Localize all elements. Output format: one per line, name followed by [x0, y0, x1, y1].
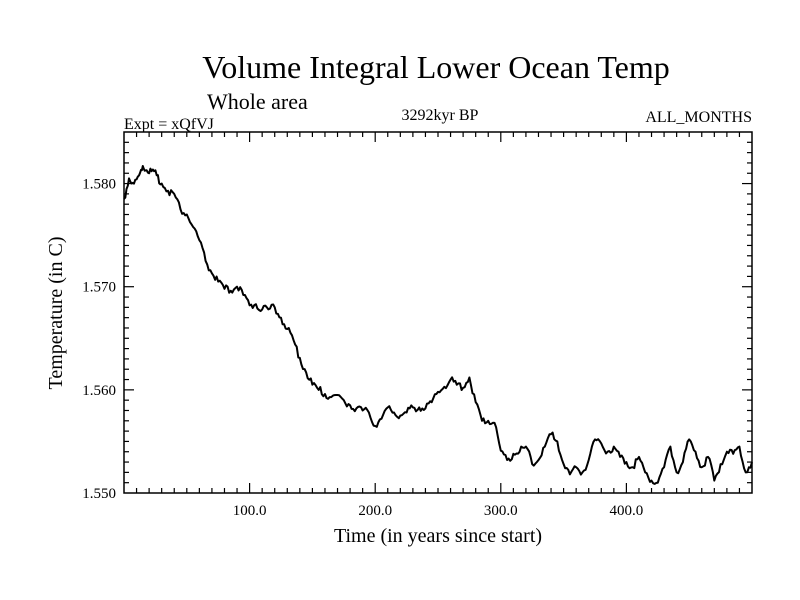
x-axis-label: Time (in years since start) — [334, 525, 542, 547]
chart-title: Volume Integral Lower Ocean Temp — [202, 49, 670, 85]
y-tick-label: 1.570 — [82, 280, 116, 296]
period-label: 3292kyr BP — [402, 107, 479, 124]
y-axis-label: Temperature (in C) — [45, 237, 67, 390]
x-tick-label: 200.0 — [358, 503, 392, 519]
chart-subtitle: Whole area — [207, 89, 308, 114]
x-tick-label: 300.0 — [484, 503, 518, 519]
plot-frame — [123, 131, 753, 494]
series-line — [123, 165, 753, 485]
experiment-label: Expt = xQfVJ — [124, 116, 214, 133]
y-tick-label: 1.560 — [82, 383, 116, 399]
months-label: ALL_MONTHS — [645, 109, 752, 126]
y-tick-label: 1.550 — [82, 486, 116, 502]
x-axis: 100.0 200.0 300.0 400.0 — [135, 132, 741, 519]
x-tick-label: 400.0 — [610, 503, 644, 519]
y-tick-label: 1.580 — [82, 177, 116, 193]
x-tick-label: 100.0 — [233, 503, 267, 519]
y-axis: 1.550 1.560 1.570 1.580 — [82, 141, 752, 502]
